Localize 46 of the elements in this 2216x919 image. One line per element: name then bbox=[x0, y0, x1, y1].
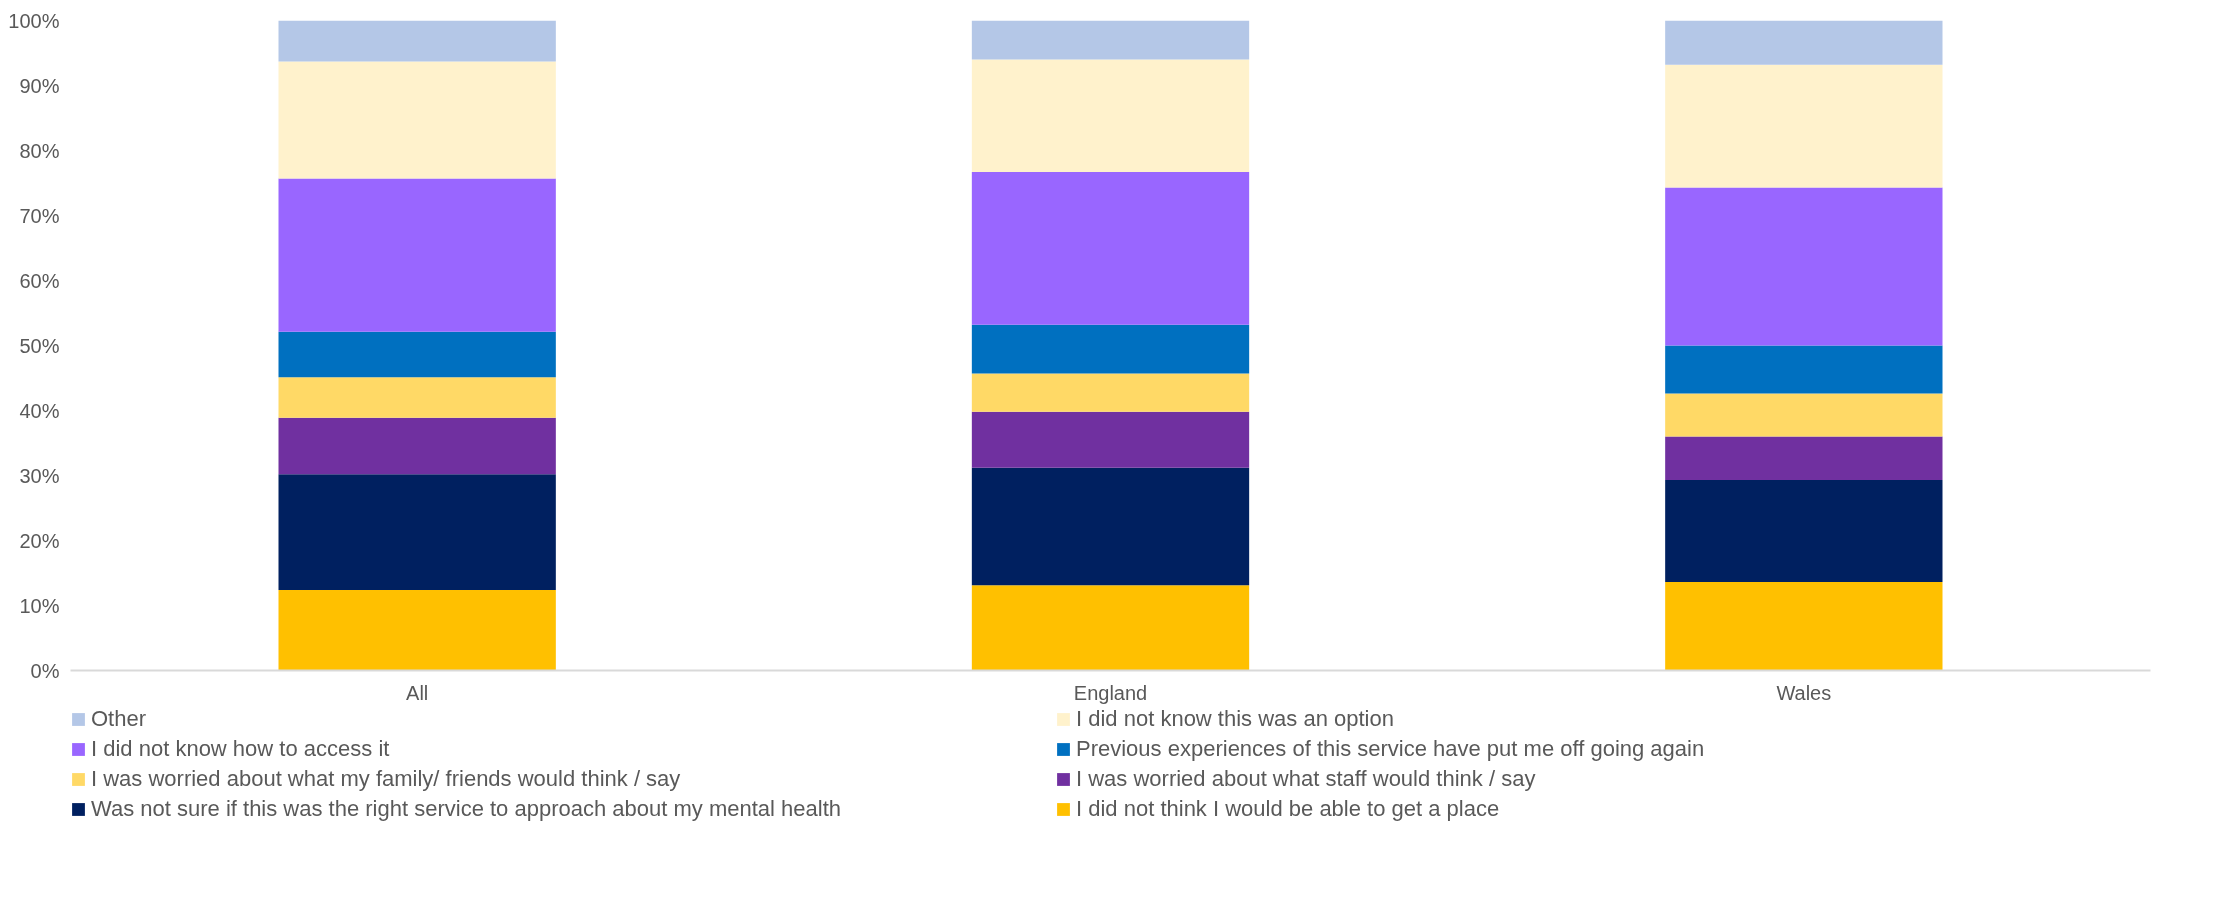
bar bbox=[278, 20, 556, 62]
legend-label: I did not think I would be able to get a place bbox=[1076, 796, 1501, 822]
legend-label: I did not know this was an option bbox=[1076, 706, 1395, 732]
bar bbox=[278, 417, 556, 475]
y-tick-label: 70% bbox=[19, 204, 60, 227]
x-tick-label: All bbox=[406, 681, 429, 704]
bar bbox=[971, 59, 1250, 172]
bar bbox=[1665, 64, 1943, 188]
legend-label: Other bbox=[91, 706, 148, 732]
legend-label: I was worried about what my family/ friends would think / say bbox=[91, 766, 682, 792]
legend-label: I was worried about what staff would think / say bbox=[1076, 766, 1537, 792]
bar bbox=[278, 474, 556, 590]
y-tick-label: 90% bbox=[19, 74, 60, 97]
bar bbox=[1665, 20, 1943, 65]
bar bbox=[1665, 187, 1943, 346]
y-tick-label: 40% bbox=[19, 399, 60, 422]
x-tick-label: England bbox=[1073, 681, 1148, 704]
x-tick-label: Wales bbox=[1776, 681, 1832, 704]
y-tick-label: 0% bbox=[30, 659, 60, 682]
bar bbox=[1665, 582, 1943, 671]
bar bbox=[971, 20, 1250, 60]
bar bbox=[971, 171, 1250, 325]
legend-label: I did not know how to access it bbox=[91, 736, 391, 762]
bar bbox=[971, 585, 1250, 671]
bar bbox=[971, 324, 1250, 374]
bar bbox=[278, 377, 556, 418]
y-tick-label: 100% bbox=[8, 9, 60, 32]
y-tick-label: 10% bbox=[19, 594, 60, 617]
bar bbox=[278, 61, 556, 179]
legend-label: Was not sure if this was the right service to approach about my mental health bbox=[91, 796, 842, 822]
bar bbox=[1665, 393, 1943, 437]
bar bbox=[278, 331, 556, 378]
bar bbox=[971, 411, 1250, 468]
bar bbox=[971, 373, 1250, 412]
bar bbox=[971, 467, 1250, 586]
y-tick-label: 20% bbox=[19, 529, 60, 552]
legend-label: Previous experiences of this service have put me off going again bbox=[1076, 736, 1706, 762]
bar bbox=[1665, 345, 1943, 394]
y-tick-label: 50% bbox=[19, 334, 60, 357]
bar bbox=[1665, 436, 1943, 481]
bar bbox=[1665, 480, 1943, 583]
y-tick-label: 80% bbox=[19, 139, 60, 162]
y-tick-label: 30% bbox=[19, 464, 60, 487]
bar bbox=[278, 589, 556, 671]
bar bbox=[278, 178, 556, 332]
y-tick-label: 60% bbox=[19, 269, 60, 292]
